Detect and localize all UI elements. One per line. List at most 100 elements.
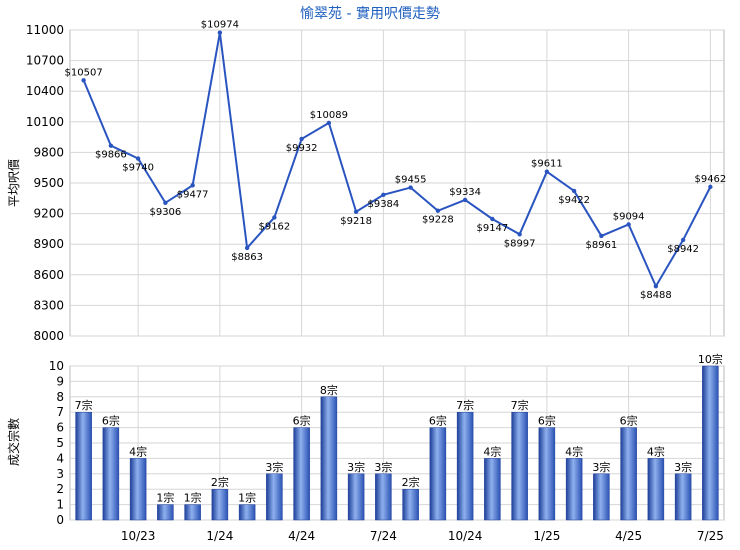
volume-bar [129,458,147,521]
price-line-chart: 8000 8300 8600 8900 9200 9500 9800 10100 10400 10… [26,20,726,343]
price-data-label: $9162 [258,221,290,232]
line-y-tick-label: 8600 [33,268,64,282]
volume-bar-chart: 01 23 456 78 910 10/23 1/24 4/24 7/24 10/24 1/25 4/… [49,352,725,543]
bar-y-axis-label: 成交宗數 [6,418,21,466]
volume-data-label: 7宗 [75,398,93,412]
price-data-label: $9455 [395,175,427,186]
price-point [462,197,468,203]
price-point [490,216,495,222]
bar-y-tick-label: 10 [49,359,64,373]
volume-bar [702,365,719,521]
price-data-label: $9384 [367,199,399,210]
volume-bar [375,473,392,521]
volume-bar [511,411,528,521]
volume-bar [456,411,474,521]
volume-data-label: 6宗 [429,414,447,428]
price-point [408,185,413,190]
chart-title: 愉翠苑 - 實用呎價走勢 [300,5,440,22]
bar-y-tick-label: 2 [56,482,64,496]
price-point [571,188,577,194]
volume-data-label: 3宗 [374,460,392,474]
x-tick-label: 1/24 [206,529,233,543]
price-data-label: $10089 [310,110,348,121]
volume-bar [102,427,120,521]
price-data-label: $8961 [585,240,617,251]
volume-bar [429,427,447,521]
price-point [353,209,359,214]
volume-data-label: 6宗 [102,414,120,428]
volume-bar [266,473,283,521]
bar-y-tick-label: 0 [56,513,64,527]
volume-bar [593,473,610,521]
line-y-tick-label: 8000 [33,329,64,343]
volume-data-label: 6宗 [620,414,638,428]
volume-bar [75,411,92,521]
price-data-label: $8997 [504,238,536,249]
x-tick-label: 7/25 [697,529,724,543]
price-point [81,78,86,83]
price-point [381,192,386,198]
price-data-label: $8863 [231,252,263,263]
volume-bar [157,504,174,521]
x-tick-label: 1/25 [533,529,560,543]
volume-bar [238,504,256,521]
price-data-label: $8488 [640,290,672,301]
volume-bar [565,458,583,521]
volume-bar [293,427,310,521]
volume-data-label: 4宗 [647,444,665,458]
price-data-label: $9228 [422,215,454,226]
line-y-tick-label: 9500 [33,176,64,190]
volume-data-label: 4宗 [129,444,147,458]
price-point [163,200,168,205]
price-point [326,120,332,126]
price-point [299,136,304,142]
volume-data-label: 6宗 [293,414,311,428]
volume-data-label: 4宗 [483,444,501,458]
price-point [190,183,195,188]
price-point [135,156,141,161]
line-y-axis-label: 平均呎價 [7,159,21,207]
volume-data-label: 1宗 [184,491,202,505]
line-y-tick-label: 10400 [26,84,64,98]
bar-y-tick-label: 3 [56,467,64,481]
price-data-label: $9740 [122,163,154,174]
price-point [272,215,277,220]
x-tick-label: 4/24 [288,529,315,543]
volume-data-label: 10宗 [698,352,723,366]
price-data-label: $9147 [476,223,508,234]
price-point [680,237,686,243]
line-y-tick-label: 11000 [26,23,64,37]
volume-bar [347,473,365,521]
volume-data-label: 3宗 [592,460,610,474]
bar-y-tick-label: 7 [56,405,64,419]
line-y-tick-label: 9800 [33,145,64,159]
volume-data-label: 2宗 [211,475,229,489]
volume-data-label: 3宗 [674,460,692,474]
volume-data-label: 7宗 [456,398,474,412]
line-y-tick-label: 9200 [33,207,64,221]
volume-data-label: 3宗 [265,460,283,474]
bar-y-tick-label: 6 [56,421,64,435]
volume-bar [647,458,665,521]
volume-bar [211,488,229,521]
bar-y-tick-label: 8 [56,390,64,404]
volume-bar [184,504,201,521]
price-point [544,169,550,174]
volume-bar [674,473,692,521]
price-data-label: $9462 [694,174,726,185]
price-point [653,284,659,289]
price-data-label: $10507 [65,67,103,78]
volume-data-label: 4宗 [565,444,583,458]
volume-bar [538,427,556,521]
price-point [435,208,441,213]
price-series-line [82,32,712,289]
price-data-label: $9218 [340,216,372,227]
price-point [708,184,713,190]
x-tick-label: 7/24 [370,529,397,543]
price-data-label: $9334 [449,187,481,198]
price-data-label: $9866 [95,150,127,161]
line-y-tick-label: 8300 [33,298,64,312]
price-point [517,232,522,237]
volume-data-label: 2宗 [402,475,420,489]
